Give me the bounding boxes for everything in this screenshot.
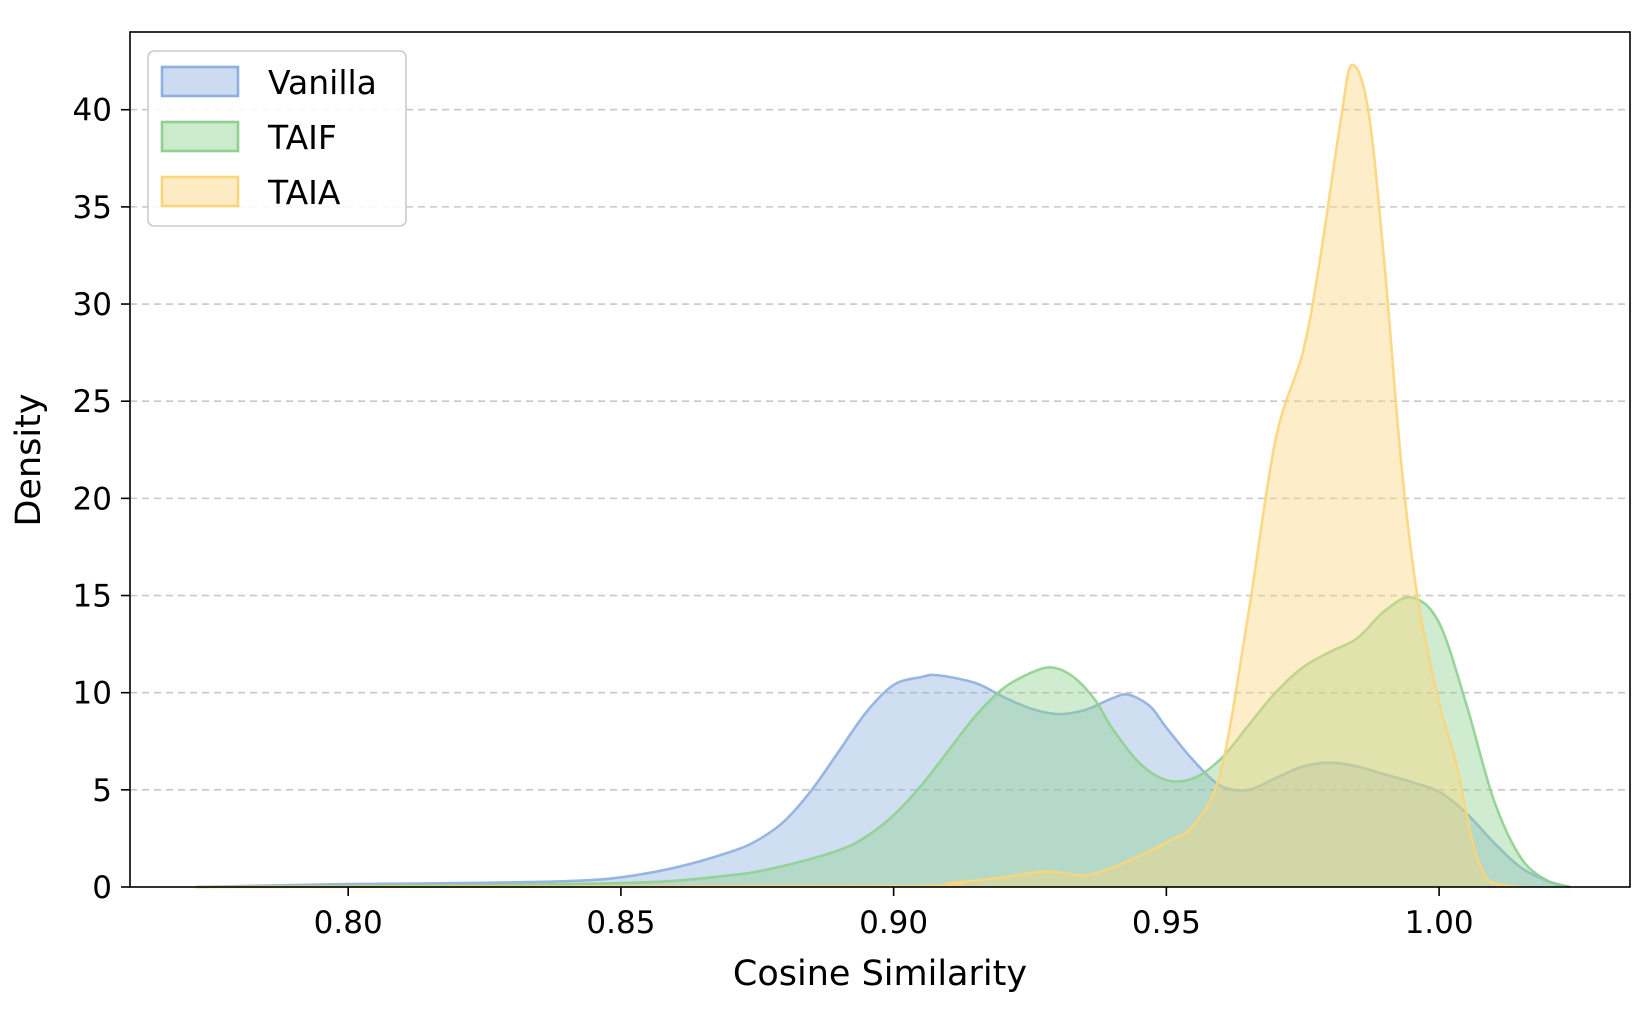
line-taia [195, 63, 1522, 889]
plot-frame [129, 31, 1631, 888]
y-tick-label-35: 35 [73, 190, 112, 226]
line-taif [195, 595, 1571, 889]
x-tick-label-0.85: 0.85 [586, 905, 655, 941]
x-axis-ticks: 0.80 0.85 0.90 0.95 1.00 [314, 887, 1474, 941]
x-tick-label-0.80: 0.80 [314, 905, 383, 941]
y-tick-label-30: 30 [73, 287, 112, 323]
y-tick-label-25: 25 [73, 384, 112, 420]
y-axis-ticks: 0 5 10 15 20 25 30 35 40 [73, 93, 130, 906]
y-tick-label-5: 5 [92, 773, 112, 809]
x-tick-label-0.95: 0.95 [1132, 905, 1201, 941]
legend-swatch-taif [160, 120, 240, 153]
legend-swatch-vanilla [160, 65, 240, 98]
legend-label-taif: TAIF [267, 118, 337, 157]
y-tick-label-40: 40 [73, 93, 112, 129]
x-tick-label-1.00: 1.00 [1405, 905, 1474, 941]
y-tick-label-10: 10 [73, 676, 112, 712]
density-areas [195, 63, 1571, 889]
legend-swatch-taia [160, 175, 240, 208]
x-axis-label: Cosine Similarity [733, 954, 1027, 994]
y-tick-label-20: 20 [73, 481, 112, 517]
legend: Vanilla TAIF TAIA [147, 50, 407, 227]
area-taia [195, 64, 1521, 887]
x-tick-label-0.90: 0.90 [859, 905, 928, 941]
y-axis-label: Density [9, 393, 49, 526]
legend-label-taia: TAIA [267, 173, 341, 212]
y-tick-label-0: 0 [92, 870, 112, 906]
legend-label-vanilla: Vanilla [268, 63, 377, 102]
line-vanilla [195, 673, 1571, 889]
area-taif [195, 597, 1571, 887]
area-vanilla [195, 674, 1571, 887]
y-tick-label-15: 15 [73, 579, 112, 615]
